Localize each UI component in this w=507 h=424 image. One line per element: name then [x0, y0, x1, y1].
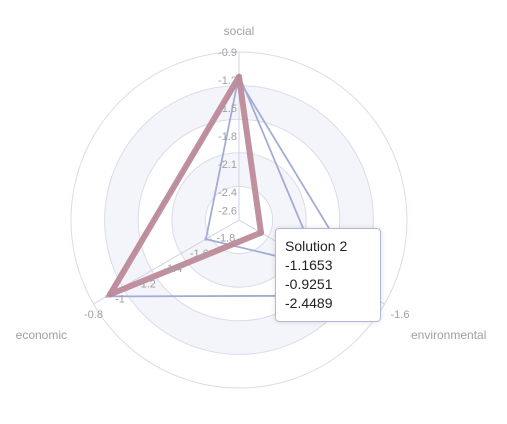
axis-tick-label: -1.6	[390, 309, 409, 321]
axis-tick-label: -1.5	[218, 103, 237, 115]
axis-tick-label: -1	[115, 294, 125, 306]
axis-tick-label: -0.8	[84, 309, 103, 321]
axis-tick-label: -2.4	[218, 187, 237, 199]
axis-tick-label: -2.1	[218, 159, 237, 171]
axis-tick-label: -2.6	[218, 206, 237, 218]
axis-name-environmental: environmental	[411, 328, 486, 342]
tooltip-title: Solution 2	[285, 238, 348, 254]
axis-tick-label: -0.9	[218, 47, 237, 59]
axis-tick-label: -1.2	[137, 278, 156, 290]
axis-tick-label: -1.2	[218, 75, 237, 87]
tooltip-value-2: -0.9251	[285, 276, 333, 292]
tooltip: Solution 2 -1.1653 -0.9251 -2.4489	[275, 228, 381, 322]
series-line-highlighted	[107, 73, 264, 298]
tooltip-value-3: -2.4489	[285, 295, 333, 311]
axis-tick-label: -1.8	[218, 131, 237, 143]
axis-tick-label: -1.8	[216, 233, 235, 245]
axis-name-economic: economic	[16, 328, 67, 342]
axis-name-social: social	[224, 24, 255, 38]
series-line	[204, 74, 320, 268]
tooltip-value-1: -1.1653	[285, 257, 333, 273]
series-point	[257, 229, 264, 236]
series-point	[107, 291, 114, 298]
series-point	[236, 73, 242, 80]
axis-tick-label: -1.4	[163, 263, 182, 275]
series-point	[204, 237, 208, 241]
axis-tick-label: -1.6	[190, 248, 209, 260]
